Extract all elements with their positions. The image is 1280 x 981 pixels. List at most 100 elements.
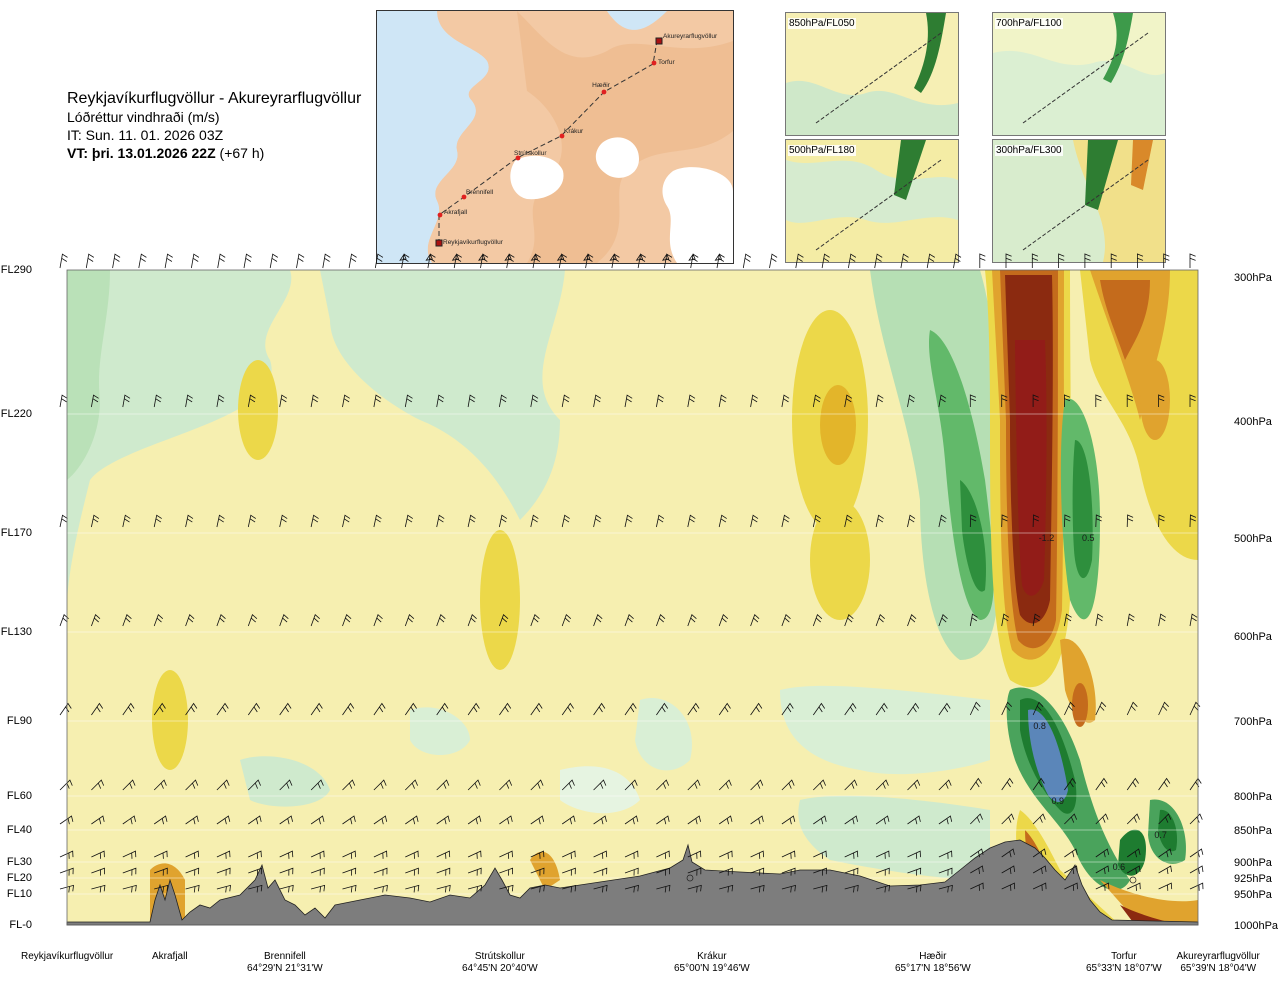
wind-barb: [1084, 253, 1091, 268]
wind-barb: [467, 702, 480, 716]
route-points: Akureyrarflugvöllur Torfur Hæðir Krákur Strú…: [435, 33, 718, 247]
contour-label: 0.5: [1082, 533, 1095, 543]
wind-barb: [373, 884, 388, 893]
wind-barb: [185, 514, 194, 528]
wind-barb: [59, 815, 74, 825]
wind-barb: [153, 614, 164, 627]
wind-barb: [310, 815, 325, 825]
wind-barb: [91, 867, 105, 876]
route-point-marker: [515, 155, 521, 161]
wind-barb: [750, 850, 764, 859]
thumbnail-label: 850hPa/FL050: [788, 18, 856, 29]
wind-barb: [812, 394, 821, 408]
issue-time: IT: Sun. 11. 01. 2026 03Z: [67, 127, 224, 143]
wind-barb: [813, 867, 827, 876]
wind-barb: [342, 884, 357, 893]
wind-barb: [279, 779, 293, 791]
wind-barb: [1126, 701, 1138, 716]
thumbnail-500hpa[interactable]: 500hPa/FL180: [785, 139, 959, 263]
wind-barb: [687, 867, 702, 876]
wind-barb: [661, 253, 673, 269]
wind-barb: [907, 514, 916, 528]
wind-barb: [1095, 701, 1107, 716]
pressure-level-label: 300hPa: [1234, 272, 1272, 284]
flight-level-label: FL220: [0, 408, 32, 420]
wind-barb: [844, 614, 854, 627]
wind-barb: [624, 884, 639, 893]
wind-barb: [938, 867, 953, 876]
route-point-label: Krákur: [564, 128, 584, 135]
wind-barb: [499, 850, 513, 859]
wind-barb: [1127, 882, 1141, 891]
route-map-drawing: Akureyrarflugvöllur Torfur Hæðir Krákur Strú…: [377, 11, 733, 263]
wind-barb: [1032, 813, 1046, 825]
wind-barb: [593, 850, 608, 859]
wind-barb: [154, 884, 169, 893]
wind-barb: [812, 614, 823, 627]
wind-barb: [530, 867, 545, 876]
wind-barb: [59, 867, 74, 876]
wind-barb: [718, 779, 732, 791]
thumbnail-700hpa[interactable]: 700hPa/FL100: [992, 12, 1166, 136]
wind-barb: [781, 779, 795, 791]
wind-barb: [269, 253, 279, 269]
wind-barb: [279, 850, 294, 859]
wind-barb: [907, 884, 922, 893]
location-name: Akureyrarflugvöllur: [1176, 951, 1260, 962]
wind-barb: [1126, 394, 1133, 407]
thumbnail-850hpa[interactable]: 850hPa/FL050: [785, 12, 959, 136]
wind-barb: [874, 253, 883, 269]
location-name: Strútskollur: [474, 951, 525, 962]
wind-barb: [1095, 882, 1110, 891]
wind-barb: [656, 815, 670, 825]
location-label: Brennifell 64°29'N 21°31'W: [247, 951, 323, 975]
chart-title: Reykjavíkurflugvöllur - Akureyrarflugvöl…: [67, 90, 362, 107]
wind-barb: [348, 253, 357, 269]
wind-barb: [436, 815, 450, 825]
wind-barb: [499, 867, 514, 876]
wind-barb: [687, 394, 696, 408]
wind-barb: [1158, 848, 1172, 858]
wind-barb: [405, 850, 419, 859]
chart-header: Reykjavíkurflugvöllur - Akureyrarflugvöl…: [67, 90, 361, 162]
pressure-level-label: 700hPa: [1234, 716, 1272, 728]
wind-barb: [373, 702, 386, 716]
wind-barb: [1064, 701, 1075, 716]
wind-barb: [795, 253, 804, 269]
pressure-level-label: 500hPa: [1234, 533, 1272, 545]
location-name: Krákur: [697, 951, 727, 962]
location-label: Reykjavíkurflugvöllur: [21, 951, 113, 975]
thumbnail-300hpa[interactable]: 300hPa/FL300: [992, 139, 1166, 263]
wind-barb: [1001, 848, 1015, 858]
wind-barb: [164, 253, 173, 269]
location-label: Strútskollur 64°45'N 20°40'W: [462, 951, 538, 975]
wind-barb: [191, 253, 200, 269]
wind-barb: [624, 815, 639, 825]
wind-barb: [1001, 865, 1016, 875]
wind-barb: [953, 253, 962, 269]
wind-barb: [436, 514, 445, 528]
flight-level-label: FL130: [0, 626, 32, 638]
wind-barb: [561, 514, 570, 528]
wind-barb: [405, 884, 420, 893]
wind-barb: [907, 394, 915, 408]
wind-barb: [1095, 813, 1109, 825]
wind-barb: [436, 394, 445, 408]
wind-barb: [609, 253, 620, 269]
wind-barb: [875, 394, 884, 408]
wind-barb: [1189, 394, 1196, 407]
wind-barb: [719, 850, 733, 859]
wind-barb: [91, 850, 105, 859]
wind-barb: [499, 394, 507, 408]
wind-barb: [624, 779, 638, 791]
wind-barb: [1158, 813, 1172, 825]
wind-barb: [216, 884, 231, 893]
wind-barb: [1095, 848, 1110, 858]
wind-barb: [875, 884, 891, 893]
wind-barb: [248, 815, 262, 825]
wind-barb: [875, 514, 884, 528]
wind-barb: [425, 253, 436, 269]
wind-barb: [322, 253, 331, 269]
wind-barb: [216, 394, 225, 408]
wind-barb: [938, 514, 947, 528]
